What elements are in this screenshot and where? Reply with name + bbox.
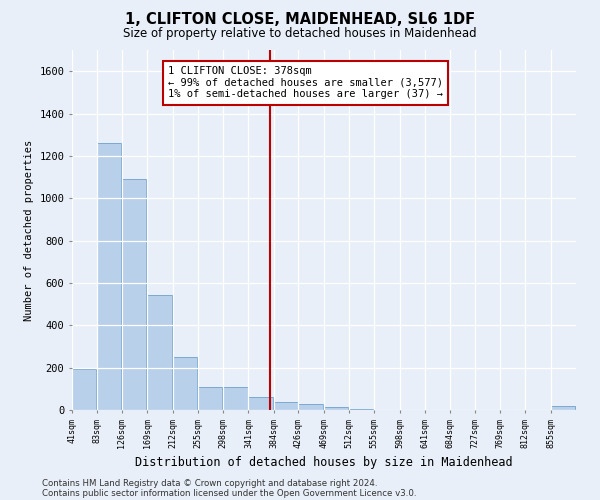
Bar — [274, 402, 298, 410]
Bar — [324, 408, 348, 410]
Bar — [173, 357, 197, 410]
Bar — [97, 143, 121, 410]
Bar — [349, 409, 373, 410]
Text: Contains public sector information licensed under the Open Government Licence v3: Contains public sector information licen… — [42, 488, 416, 498]
X-axis label: Distribution of detached houses by size in Maidenhead: Distribution of detached houses by size … — [135, 456, 513, 469]
Text: Contains HM Land Registry data © Crown copyright and database right 2024.: Contains HM Land Registry data © Crown c… — [42, 478, 377, 488]
Bar — [223, 388, 248, 410]
Bar — [198, 388, 222, 410]
Bar — [72, 369, 97, 410]
Text: 1 CLIFTON CLOSE: 378sqm
← 99% of detached houses are smaller (3,577)
1% of semi-: 1 CLIFTON CLOSE: 378sqm ← 99% of detache… — [168, 66, 443, 100]
Text: Size of property relative to detached houses in Maidenhead: Size of property relative to detached ho… — [123, 26, 477, 40]
Bar — [248, 398, 273, 410]
Text: 1, CLIFTON CLOSE, MAIDENHEAD, SL6 1DF: 1, CLIFTON CLOSE, MAIDENHEAD, SL6 1DF — [125, 12, 475, 26]
Y-axis label: Number of detached properties: Number of detached properties — [24, 140, 34, 320]
Bar — [147, 296, 172, 410]
Bar — [298, 404, 323, 410]
Bar — [122, 178, 146, 410]
Bar — [551, 406, 575, 410]
